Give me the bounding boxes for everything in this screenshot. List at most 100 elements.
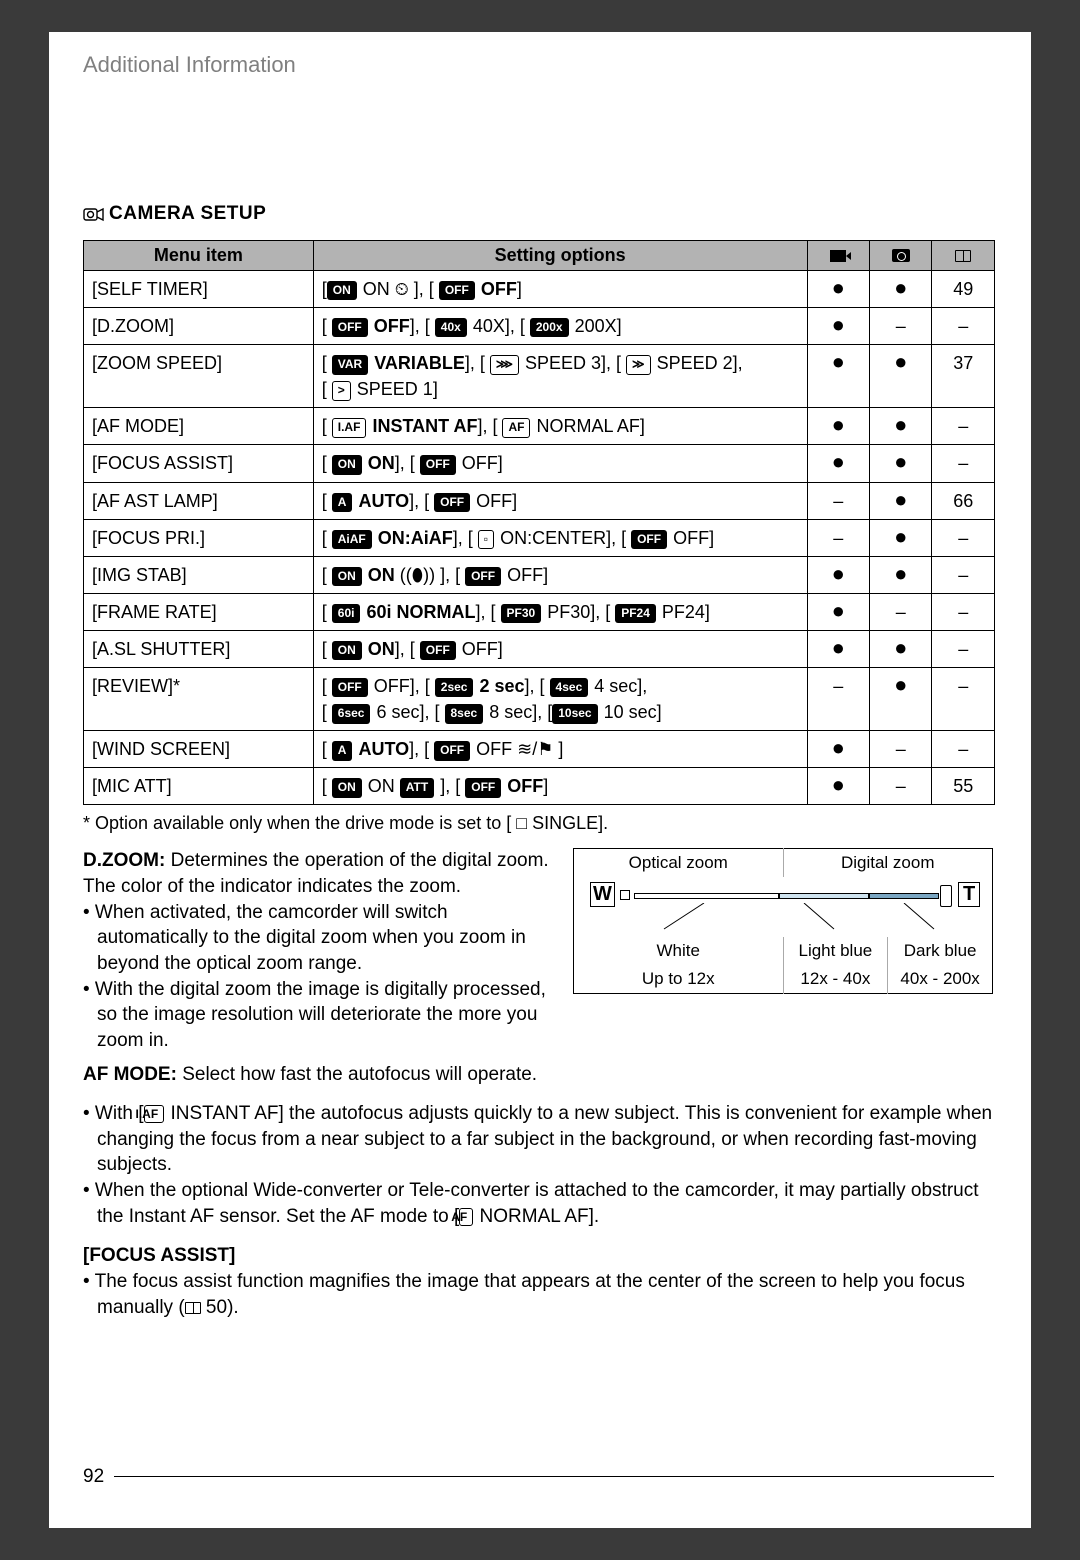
manual-page: Additional Information CAMERA SETUP Menu… [49,32,1031,1528]
cell-video: ● [807,731,869,768]
cell-camera: ● [870,482,932,519]
cell-options: [ OFF OFF], [ 2sec 2 sec], [ 4sec 4 sec]… [313,668,807,731]
table-row: [REVIEW]*[ OFF OFF], [ 2sec 2 sec], [ 4s… [84,668,995,731]
cell-camera: ● [870,271,932,308]
zoom-range-1: Up to 12x [574,965,784,994]
cell-video: ● [807,556,869,593]
dzoom-bullet-2: • With the digital zoom the image is dig… [97,977,553,1054]
cell-video: ● [807,271,869,308]
dzoom-bullet-1: • When activated, the camcorder will swi… [97,900,553,977]
cell-camera: ● [870,556,932,593]
cell-video: ● [807,593,869,630]
col-setting-options: Setting options [313,241,807,271]
cell-page: – [932,668,995,731]
section-title: CAMERA SETUP [83,203,1031,228]
cell-camera: ● [870,345,932,408]
cell-page: – [932,408,995,445]
col-camera-icon [870,241,932,271]
table-row: [FOCUS ASSIST][ ON ON], [ OFF OFF]●●– [84,445,995,482]
cell-options: [ ON ON ATT ], [ OFF OFF] [313,768,807,805]
zoom-digital-label: Digital zoom [783,849,993,878]
zoom-optical-label: Optical zoom [574,849,784,878]
cell-menu-item: [FOCUS ASSIST] [84,445,314,482]
cell-menu-item: [D.ZOOM] [84,308,314,345]
cell-video: ● [807,408,869,445]
cell-menu-item: [ZOOM SPEED] [84,345,314,408]
cell-options: [ OFF OFF], [ 40x 40X], [ 200x 200X] [313,308,807,345]
cell-page: – [932,630,995,667]
cell-page: 66 [932,482,995,519]
table-row: [SELF TIMER][ON ON ⏲ ], [ OFF OFF]●●49 [84,271,995,308]
table-row: [A.SL SHUTTER][ ON ON], [ OFF OFF]●●– [84,630,995,667]
afmode-bullet-2: • When the optional Wide-converter or Te… [97,1178,997,1229]
table-row: [D.ZOOM][ OFF OFF], [ 40x 40X], [ 200x 2… [84,308,995,345]
cell-video: – [807,519,869,556]
table-row: [ZOOM SPEED][ VAR VARIABLE], [ ⋙ SPEED 3… [84,345,995,408]
col-page-icon [932,241,995,271]
cell-menu-item: [WIND SCREEN] [84,731,314,768]
cell-options: [ ON ON], [ OFF OFF] [313,630,807,667]
cell-video: ● [807,345,869,408]
cell-video: ● [807,445,869,482]
cell-menu-item: [FOCUS PRI.] [84,519,314,556]
table-row: [MIC ATT][ ON ON ATT ], [ OFF OFF]●–55 [84,768,995,805]
table-row: [FOCUS PRI.][ AiAF ON:AiAF], [ ▫ ON:CENT… [84,519,995,556]
cell-camera: – [870,593,932,630]
cell-options: [ 60i 60i NORMAL], [ PF30 PF30], [ PF24 … [313,593,807,630]
zoom-white: White [574,937,784,965]
page-header: Additional Information [49,32,1031,78]
zoom-bar-graphic: W T [584,885,982,907]
cell-video: ● [807,768,869,805]
cell-camera: ● [870,445,932,482]
cell-video: – [807,482,869,519]
cell-page: 49 [932,271,995,308]
table-row: [AF MODE][ I.AF INSTANT AF], [ AF NORMAL… [84,408,995,445]
cell-camera: – [870,731,932,768]
col-menu-item: Menu item [84,241,314,271]
dzoom-intro: D.ZOOM: Determines the operation of the … [83,848,553,899]
cell-page: – [932,593,995,630]
cell-camera: ● [870,668,932,731]
cell-menu-item: [A.SL SHUTTER] [84,630,314,667]
cell-menu-item: [REVIEW]* [84,668,314,731]
cell-options: [ AiAF ON:AiAF], [ ▫ ON:CENTER], [ OFF O… [313,519,807,556]
page-number: 92 [83,1466,994,1488]
cell-page: – [932,556,995,593]
cell-camera: – [870,768,932,805]
afmode-intro: AF MODE: Select how fast the autofocus w… [83,1062,553,1088]
focus-assist-heading: [FOCUS ASSIST] [83,1245,235,1266]
cell-camera: – [870,308,932,345]
cell-camera: ● [870,408,932,445]
col-video-icon [807,241,869,271]
settings-table: Menu item Setting options [SELF TIMER][O… [83,240,995,805]
cell-page: – [932,519,995,556]
cell-menu-item: [SELF TIMER] [84,271,314,308]
cell-options: [ A AUTO], [ OFF OFF] [313,482,807,519]
zoom-light-blue: Light blue [783,937,888,965]
cell-page: – [932,731,995,768]
cell-menu-item: [IMG STAB] [84,556,314,593]
cell-page: – [932,308,995,345]
camera-setup-icon [83,206,105,228]
cell-options: [ VAR VARIABLE], [ ⋙ SPEED 3], [ ≫ SPEED… [313,345,807,408]
table-footnote: * Option available only when the drive m… [83,813,1031,834]
cell-video: ● [807,308,869,345]
afmode-bullet-1: • With [I.AF INSTANT AF] the autofocus a… [97,1101,997,1178]
cell-page: 37 [932,345,995,408]
cell-video: – [807,668,869,731]
cell-menu-item: [AF AST LAMP] [84,482,314,519]
zoom-dark-blue: Dark blue [888,937,993,965]
table-row: [FRAME RATE][ 60i 60i NORMAL], [ PF30 PF… [84,593,995,630]
cell-options: [ A AUTO], [ OFF OFF ≋/⚑ ] [313,731,807,768]
zoom-range-3: 40x - 200x [888,965,993,994]
focus-assist-bullet-1: • The focus assist function magnifies th… [97,1269,997,1320]
cell-page: – [932,445,995,482]
cell-camera: ● [870,519,932,556]
table-row: [WIND SCREEN][ A AUTO], [ OFF OFF ≋/⚑ ]●… [84,731,995,768]
table-row: [IMG STAB][ ON ON ((⬮)) ], [ OFF OFF]●●– [84,556,995,593]
cell-options: [ ON ON], [ OFF OFF] [313,445,807,482]
cell-menu-item: [FRAME RATE] [84,593,314,630]
description-dzoom: D.ZOOM: Determines the operation of the … [83,848,553,1087]
cell-menu-item: [MIC ATT] [84,768,314,805]
cell-options: [ ON ON ((⬮)) ], [ OFF OFF] [313,556,807,593]
